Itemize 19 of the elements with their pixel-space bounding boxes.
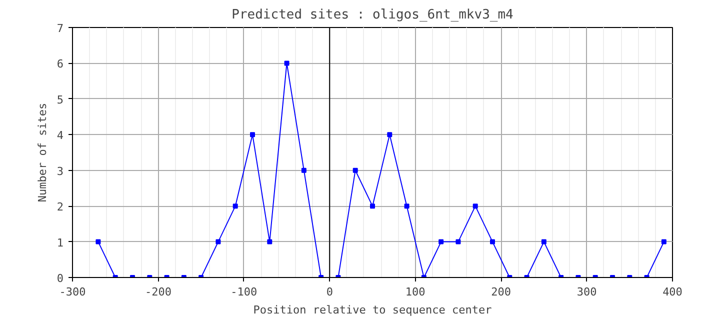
- x-tick-label: 0: [326, 286, 333, 298]
- x-tick-label: 400: [662, 286, 682, 298]
- y-tick-label: 2: [56, 200, 64, 214]
- y-tick-label: 5: [56, 93, 64, 106]
- y-tick-label: 6: [56, 58, 64, 71]
- y-tick-label: 0: [56, 272, 64, 285]
- y-tick-label: 4: [56, 129, 64, 142]
- x-tick-label: 100: [405, 286, 426, 298]
- y-tick-label: 1: [56, 236, 64, 250]
- x-tick-label: -300: [59, 286, 86, 298]
- x-axis-title: Position relative to sequence center: [253, 304, 492, 316]
- y-tick-label: 3: [56, 164, 64, 178]
- y-axis-title: Number of sites: [36, 102, 49, 202]
- y-tick-label: 7: [56, 22, 64, 35]
- x-tick-label: 200: [491, 286, 512, 298]
- x-tick-label: -200: [144, 286, 172, 298]
- chart-title: Predicted sites : oligos_6nt_mkv3_m4: [232, 8, 514, 22]
- x-tick-label: -100: [230, 286, 258, 298]
- x-tick-label: 300: [576, 286, 597, 298]
